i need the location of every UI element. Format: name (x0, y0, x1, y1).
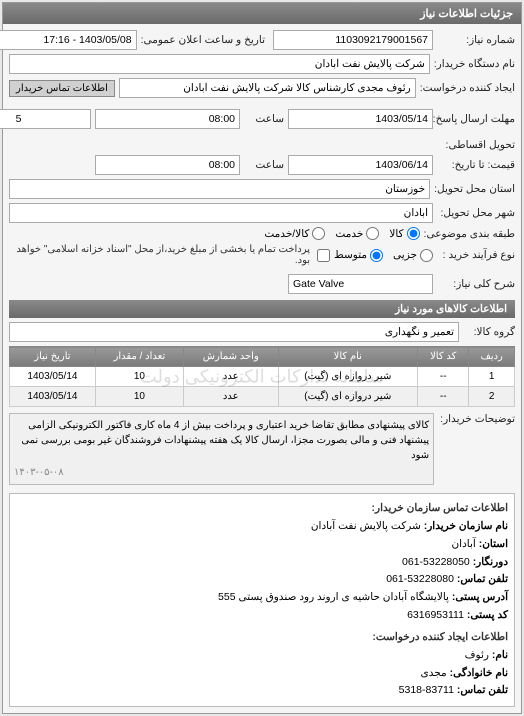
table-header: تعداد / مقدار (95, 347, 183, 367)
province-label: استان محل تحویل: (434, 183, 515, 195)
org-value: شرکت پالایش نفت آبادان (311, 520, 421, 532)
table-cell: شیر دروازه ای (گیت) (278, 387, 418, 407)
group-label: گروه کالا: (465, 326, 515, 338)
deadline-label: مهلت ارسال پاسخ: تا (437, 113, 515, 125)
time-label-1: ساعت (244, 113, 284, 125)
fax-value: 53228050-061 (402, 556, 470, 568)
city-label: شهر محل تحویل: (437, 207, 515, 219)
table-cell: عدد (184, 387, 279, 407)
reqno-label: شماره نیاز: (437, 34, 515, 46)
table-row[interactable]: 1--شیر دروازه ای (گیت)عدد101403/05/14 (10, 367, 515, 387)
price-date-field[interactable] (288, 155, 433, 175)
addr-label: آدرس پستی: (452, 591, 508, 603)
table-header: واحد شمارش (184, 347, 279, 367)
table-cell: 10 (95, 387, 183, 407)
table-cell: 1 (469, 367, 515, 387)
creator-field[interactable] (119, 78, 416, 98)
radio-medium[interactable]: متوسط (334, 249, 383, 262)
tel2-value: 83711-5318 (399, 684, 454, 696)
desc-content: کالای پیشنهادی مطابق تقاضا خرید اعتباری … (9, 413, 434, 485)
treasury-checkbox[interactable]: پرداخت تمام یا بخشی از مبلغ خرید،از محل … (9, 244, 330, 266)
table-cell: -- (418, 367, 469, 387)
price-label: قیمت: تا تاریخ: (437, 159, 515, 171)
buyer-contact-button[interactable]: اطلاعات تماس خریدار (9, 80, 115, 97)
items-table-wrap: ردیفکد کالانام کالاواحد شمارشتعداد / مقد… (9, 346, 515, 407)
panel-body: شماره نیاز: تاریخ و ساعت اعلان عمومی: نا… (3, 24, 521, 713)
pubdate-field[interactable] (0, 30, 137, 50)
contract-label: نوع فرآیند خرید : (437, 249, 515, 261)
desc-stamp: ۱۴۰۳-۰۵-۰۸ (14, 465, 429, 480)
subject-cat-label: طبقه بندی موضوعی: (424, 228, 515, 240)
reqno-field[interactable] (273, 30, 433, 50)
post-value: 6316953111 (407, 609, 464, 621)
table-header: ردیف (469, 347, 515, 367)
tel2-label: تلفن تماس: (457, 684, 508, 696)
contract-note: پرداخت تمام یا بخشی از مبلغ خرید،از محل … (9, 244, 310, 266)
table-row[interactable]: 2--شیر دروازه ای (گیت)عدد101403/05/14 (10, 387, 515, 407)
post-label: کد پستی: (467, 609, 508, 621)
province-field[interactable] (9, 179, 430, 199)
deadline-date-field[interactable] (288, 109, 433, 129)
tel-label: تلفن تماس: (457, 573, 508, 585)
city-field[interactable] (9, 203, 433, 223)
tel-value: 53228080-061 (386, 573, 454, 585)
radio-kala-khedmat[interactable]: کالا/خدمت (264, 227, 325, 240)
radio-partial[interactable]: جزیی (393, 249, 433, 262)
name-label: نام: (492, 649, 508, 661)
pubdate-label: تاریخ و ساعت اعلان عمومی: (141, 34, 265, 46)
group-field[interactable] (9, 322, 459, 342)
table-header: تاریخ نیاز (10, 347, 96, 367)
lname-label: نام خانوادگی: (450, 667, 508, 679)
subject-cat-radios: کالا خدمت کالا/خدمت (264, 227, 419, 240)
lname-value: مجدی (421, 667, 447, 679)
buyer-device-label: نام دستگاه خریدار: (434, 58, 515, 70)
radio-khedmat[interactable]: خدمت (335, 227, 379, 240)
contact-header: اطلاعات تماس سازمان خریدار: (16, 500, 508, 518)
panel-title: جزئیات اطلاعات نیاز (3, 3, 521, 24)
table-cell: عدد (184, 367, 279, 387)
table-cell: 10 (95, 367, 183, 387)
table-cell: 2 (469, 387, 515, 407)
table-cell: شیر دروازه ای (گیت) (278, 367, 418, 387)
table-cell: 1403/05/14 (10, 387, 96, 407)
time-label-2: ساعت (244, 159, 284, 171)
keyword-field[interactable] (288, 274, 433, 294)
org-label: نام سازمان خریدار: (424, 520, 508, 532)
prov-value: آبادان (451, 538, 475, 550)
table-header: نام کالا (278, 347, 418, 367)
prov-label: استان: (479, 538, 508, 550)
table-cell: 1403/05/14 (10, 367, 96, 387)
delivery-deadline-label: تحویل اقساطی: (437, 139, 515, 151)
details-panel: جزئیات اطلاعات نیاز شماره نیاز: تاریخ و … (2, 2, 522, 714)
days-field[interactable] (0, 109, 91, 129)
deadline-time-field[interactable] (95, 109, 240, 129)
items-table: ردیفکد کالانام کالاواحد شمارشتعداد / مقد… (9, 346, 515, 407)
items-header: اطلاعات کالاهای مورد نیاز (9, 300, 515, 318)
creator-label: ایجاد کننده درخواست: (420, 82, 515, 94)
table-header: کد کالا (418, 347, 469, 367)
radio-kala[interactable]: کالا (389, 227, 419, 240)
contact-section: اطلاعات تماس سازمان خریدار: نام سازمان خ… (9, 493, 515, 707)
contact-header-2: اطلاعات ایجاد کننده درخواست: (16, 629, 508, 647)
fax-label: دورنگار: (473, 556, 508, 568)
name-value: رئوف (465, 649, 489, 661)
buyer-device-field[interactable] (9, 54, 430, 74)
table-cell: -- (418, 387, 469, 407)
contract-radios: جزیی متوسط (334, 249, 433, 262)
desc-label: توضیحات خریدار: (440, 413, 515, 485)
keyword-label: شرح کلی نیاز: (437, 278, 515, 290)
price-time-field[interactable] (95, 155, 240, 175)
addr-value: پالایشگاه آبادان حاشیه ی اروند رود صندوق… (218, 591, 449, 603)
